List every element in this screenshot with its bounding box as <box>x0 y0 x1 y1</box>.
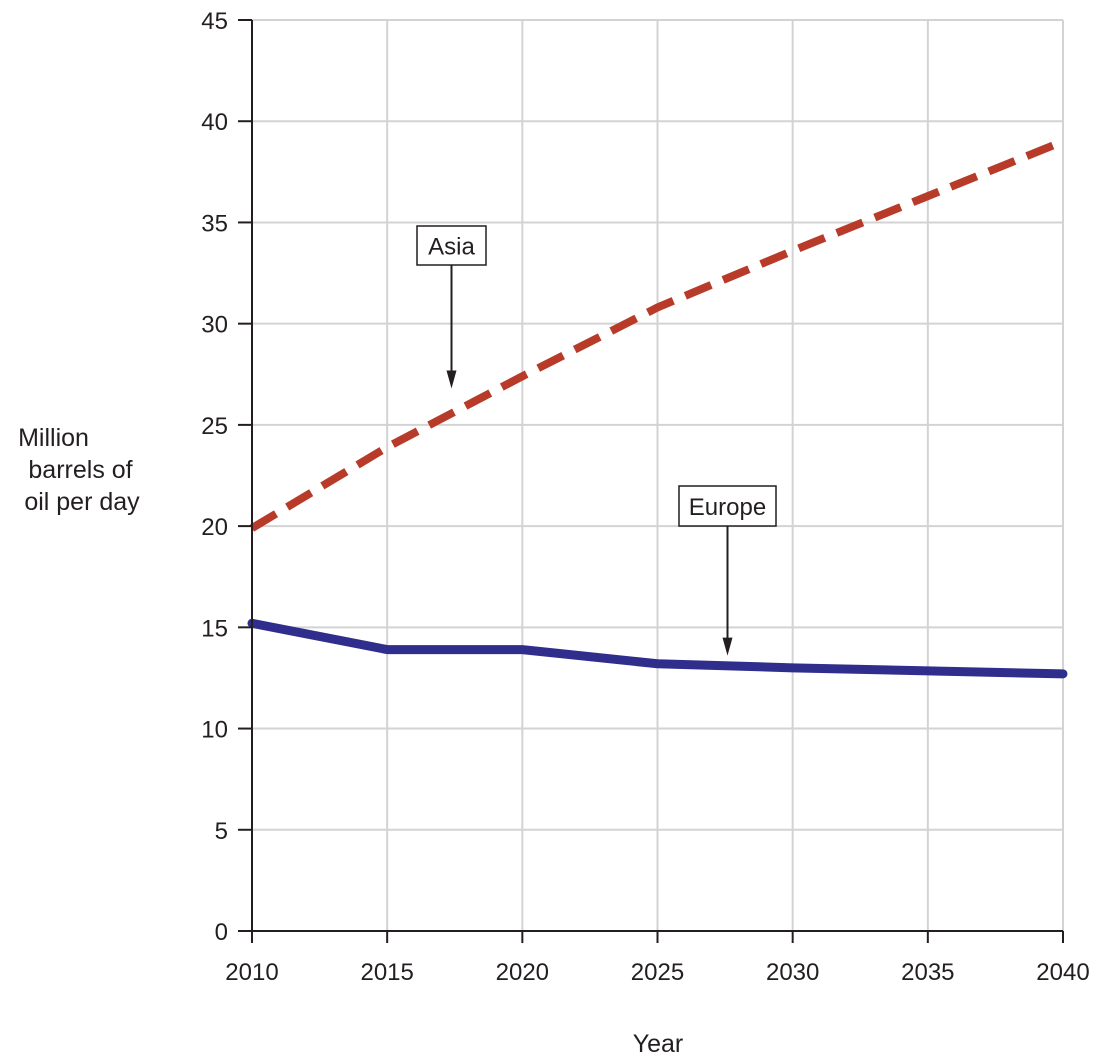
annotation-label-europe: Europe <box>689 494 766 521</box>
annotation-asia: Asia <box>416 225 487 389</box>
x-axis-title: Year <box>633 1030 684 1058</box>
y-tick-label: 20 <box>201 514 228 541</box>
y-axis-title-line-2: barrels of <box>28 456 132 484</box>
x-tick-label: 2040 <box>1036 959 1089 986</box>
y-axis-title-line-3: oil per day <box>24 488 140 516</box>
annotation-arrowhead-europe <box>722 637 733 656</box>
x-tick-label: 2035 <box>901 959 954 986</box>
annotation-europe: Europe <box>678 485 777 656</box>
series-line-asia <box>249 137 1065 532</box>
y-tick-label: 25 <box>201 413 228 440</box>
y-tick-label: 45 <box>201 8 228 35</box>
x-tick-label: 2010 <box>225 959 278 986</box>
series-layer <box>247 137 1068 679</box>
annotation-arrowhead-asia <box>446 370 457 389</box>
annotation-label-asia: Asia <box>428 234 475 261</box>
x-tick-label: 2030 <box>766 959 819 986</box>
x-tick-label: 2015 <box>360 959 413 986</box>
y-tick-label: 10 <box>201 717 228 744</box>
series-line-europe <box>247 618 1068 679</box>
annotation-box-asia <box>416 225 487 266</box>
y-tick-label: 0 <box>215 919 228 946</box>
y-tick-label: 5 <box>215 818 228 845</box>
y-tick-label: 15 <box>201 615 228 642</box>
x-tick-label: 2020 <box>496 959 549 986</box>
annotations: Asia Europe <box>416 225 777 656</box>
x-tick-label: 2025 <box>631 959 684 986</box>
y-tick-label: 35 <box>201 210 228 237</box>
y-axis-title: Million barrels of oil per day <box>18 424 140 516</box>
y-tick-label: 30 <box>201 312 228 339</box>
y-tick-label: 40 <box>201 109 228 136</box>
y-axis-title-line-1: Million <box>18 424 89 452</box>
grid <box>252 19 1064 931</box>
